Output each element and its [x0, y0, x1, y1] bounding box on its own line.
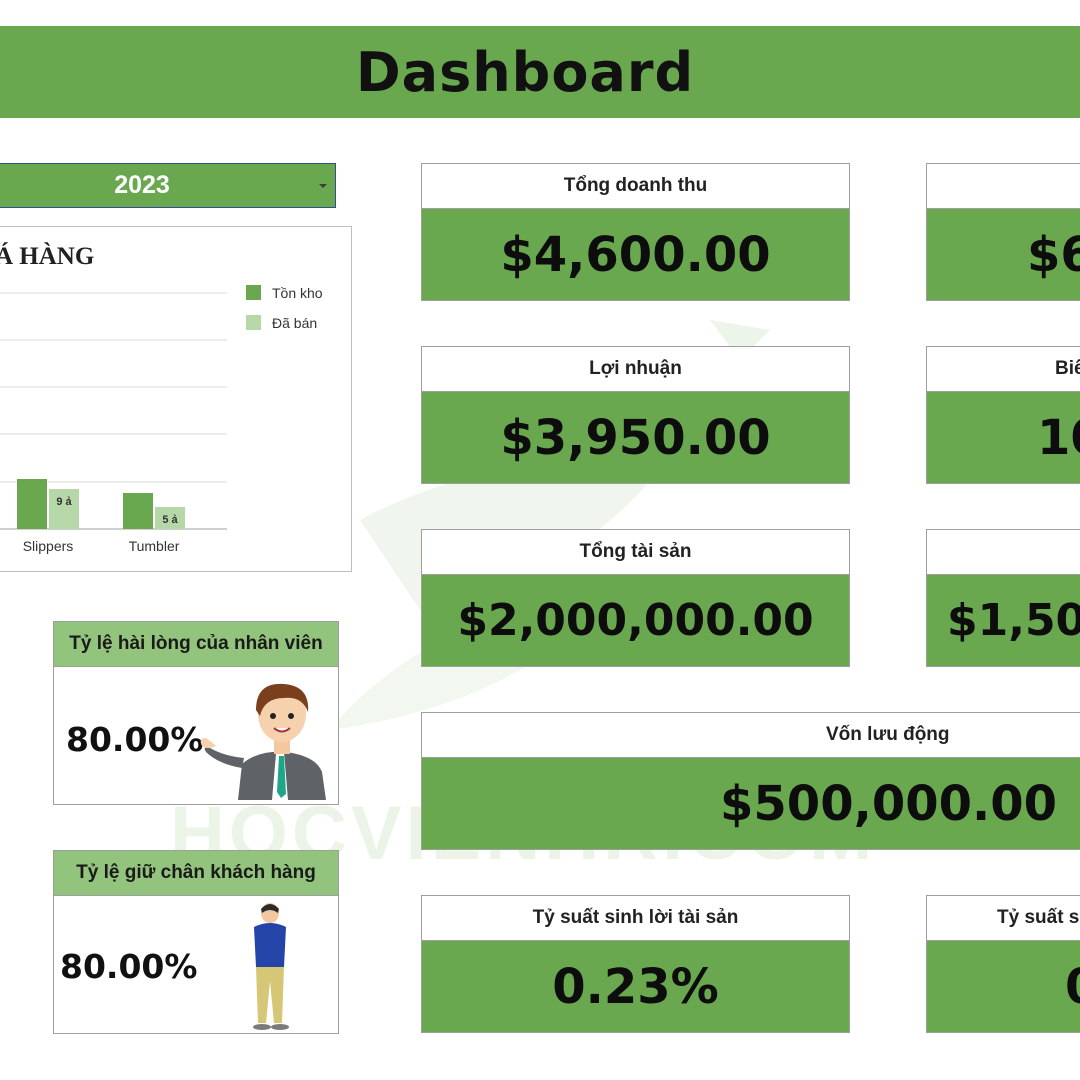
kpi-label: Tỷ suất sinh lời tài sản: [422, 896, 849, 941]
kpi-value: $3,950.00: [422, 392, 849, 483]
customer-retention-label: Tỷ lệ giữ chân khách hàng: [54, 851, 338, 896]
kpi-value: $6: [927, 209, 1080, 300]
bar-tumbler-da-ban: [155, 507, 185, 529]
kpi-card-mid-right: $1,50: [926, 529, 1080, 667]
kpi-card-roe: Tỷ suất s 0: [926, 895, 1080, 1033]
kpi-value: $2,000,000.00: [422, 575, 849, 666]
kpi-label: Vốn lưu động: [422, 713, 1080, 758]
inventory-chart: Á HÀNG 9 ả Slippers 5 ả Tumbler Tồn kho Đã bá…: [0, 226, 352, 572]
kpi-card-assets: Tổng tài sản $2,000,000.00: [421, 529, 850, 667]
kpi-label: [927, 164, 1080, 209]
kpi-value: 0: [927, 941, 1080, 1032]
bar-slippers-ton-kho: [17, 479, 47, 529]
employee-satisfaction-value: 80.00%: [66, 720, 204, 759]
kpi-value: 0.23%: [422, 941, 849, 1032]
legend-swatch: [246, 315, 261, 330]
chart-plot: 9 ả Slippers 5 ả Tumbler Tồn kho Đã bán: [0, 285, 323, 554]
bar-tumbler-ton-kho: [123, 493, 153, 529]
employee-satisfaction-label: Tỷ lệ hài lòng của nhân viên: [54, 622, 338, 667]
chevron-down-icon[interactable]: [319, 184, 327, 188]
x-tick-label: Tumbler: [129, 538, 180, 554]
employee-satisfaction-card: Tỷ lệ hài lòng của nhân viên 80.00%: [53, 621, 339, 805]
customer-illustration: [253, 903, 289, 1030]
legend-swatch: [246, 285, 261, 300]
kpi-card-revenue: Tổng doanh thu $4,600.00: [421, 163, 850, 301]
data-label: 5 ả: [162, 514, 178, 526]
customer-retention-value: 80.00%: [60, 947, 198, 986]
kpi-card-roa: Tỷ suất sinh lời tài sản 0.23%: [421, 895, 850, 1033]
kpi-label: Tổng tài sản: [422, 530, 849, 575]
chart-title: Á HÀNG: [0, 243, 95, 270]
kpi-value: $500,000.00: [422, 758, 1080, 849]
kpi-value: $4,600.00: [422, 209, 849, 300]
kpi-card-margin: Biể 10: [926, 346, 1080, 484]
data-label: 9 ả: [56, 496, 72, 508]
customer-retention-card: Tỷ lệ giữ chân khách hàng 80.00%: [53, 850, 339, 1034]
kpi-label: Biể: [927, 347, 1080, 392]
dashboard-header: Dashboard: [0, 26, 1080, 118]
kpi-value: $1,50: [927, 575, 1080, 666]
year-filter-dropdown[interactable]: 2023: [0, 163, 336, 208]
x-tick-label: Slippers: [23, 538, 74, 554]
kpi-value: 10: [927, 392, 1080, 483]
kpi-card-top-right: $6: [926, 163, 1080, 301]
kpi-card-working-capital: Vốn lưu động $500,000.00: [421, 712, 1080, 850]
legend-label: Tồn kho: [272, 285, 323, 301]
businessman-illustration: [200, 683, 326, 800]
kpi-label: Tổng doanh thu: [422, 164, 849, 209]
kpi-label: Tỷ suất s: [927, 896, 1080, 941]
page-title: Dashboard: [355, 40, 695, 104]
bar-slippers-da-ban: [49, 489, 79, 529]
kpi-label: Lợi nhuận: [422, 347, 849, 392]
legend-label: Đã bán: [272, 315, 317, 331]
kpi-label: [927, 530, 1080, 575]
kpi-card-profit: Lợi nhuận $3,950.00: [421, 346, 850, 484]
year-filter-value: 2023: [114, 171, 170, 199]
